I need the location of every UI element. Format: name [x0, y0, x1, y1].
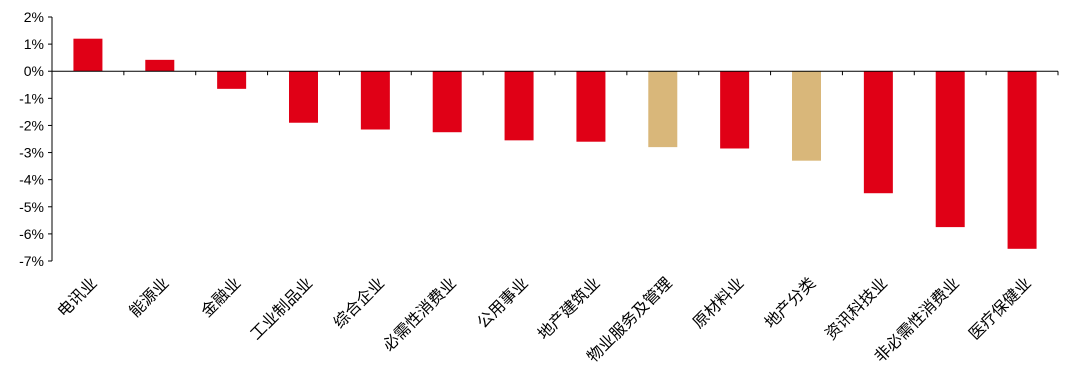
x-category-label: 原材料业 — [689, 273, 748, 332]
bar-0 — [73, 38, 103, 72]
x-category-label: 工业制品业 — [246, 273, 316, 343]
x-category-label: 资讯科技业 — [821, 273, 891, 343]
x-category-label: 地产建筑业 — [534, 273, 604, 343]
bar-3 — [289, 71, 318, 123]
bar-2 — [217, 71, 247, 89]
y-tick-labels: 2% 1% 0% -1% -2% -3% -4% -5% -6% -7% — [19, 9, 44, 269]
x-category-label: 医疗保健业 — [965, 273, 1035, 343]
bar-12 — [935, 71, 965, 228]
y-tick-label: -6% — [19, 226, 44, 242]
bars-group — [73, 38, 1037, 249]
bar-6 — [504, 71, 534, 141]
bar-9 — [720, 71, 750, 149]
bar-13 — [1007, 71, 1037, 249]
bar-8 — [648, 71, 678, 148]
bar-7 — [576, 71, 606, 142]
bar-4 — [360, 71, 390, 130]
y-tick-label: -7% — [19, 253, 44, 269]
x-category-label: 能源业 — [125, 273, 172, 320]
y-tick-label: -3% — [19, 145, 44, 161]
x-category-label: 地产分类 — [761, 273, 820, 332]
x-category-label: 公用事业 — [473, 273, 532, 332]
x-category-label: 必需性消费业 — [379, 273, 460, 354]
y-tick-label: 0% — [24, 63, 44, 79]
y-tick-label: 1% — [24, 36, 44, 52]
y-tick-label: -4% — [19, 172, 44, 188]
bar-11 — [863, 71, 893, 194]
bar-10 — [792, 71, 821, 161]
bar-5 — [432, 71, 462, 133]
x-category-label: 电讯业 — [53, 273, 100, 320]
axes-group — [48, 16, 1059, 262]
y-tick-label: -5% — [19, 199, 44, 215]
x-category-label: 综合企业 — [329, 273, 388, 332]
bar-1 — [145, 59, 175, 72]
y-tick-label: -2% — [19, 117, 44, 133]
y-tick-label: -1% — [19, 90, 44, 106]
y-tick-label: 2% — [24, 9, 44, 25]
x-category-label: 金融业 — [197, 273, 244, 320]
